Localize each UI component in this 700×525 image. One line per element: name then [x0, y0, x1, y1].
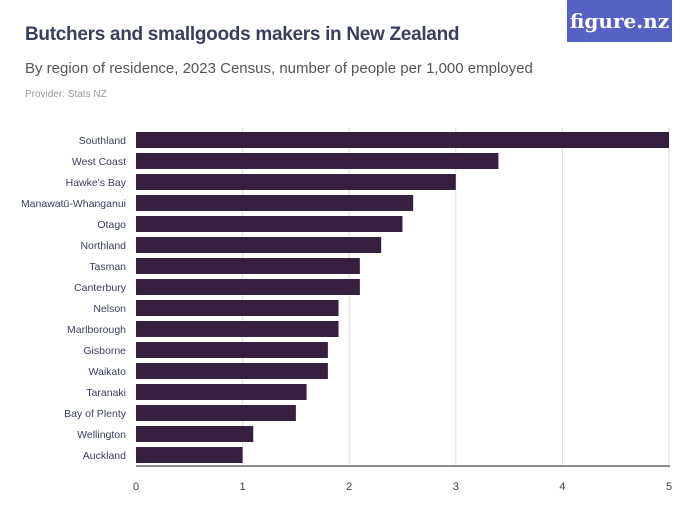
bar — [136, 279, 360, 295]
bar — [136, 216, 403, 232]
category-label: Southland — [79, 135, 126, 147]
category-label: Canterbury — [74, 282, 127, 294]
bar — [136, 174, 456, 190]
bar — [136, 258, 360, 274]
category-label: Tasman — [89, 261, 126, 273]
provider-label: Provider: Stats NZ — [25, 89, 107, 100]
x-tick-label: 2 — [346, 481, 352, 493]
category-label: Waikato — [88, 366, 126, 378]
x-tick-label: 0 — [133, 481, 139, 493]
bar — [136, 342, 328, 358]
category-label: Hawke's Bay — [66, 177, 127, 189]
category-label: Auckland — [83, 450, 126, 462]
category-label: Gisborne — [83, 345, 126, 357]
bar — [136, 426, 254, 442]
category-label: Manawatū-Whanganui — [21, 198, 126, 210]
category-label: Marlborough — [67, 324, 126, 336]
bar — [136, 153, 499, 169]
x-tick-label: 4 — [559, 481, 565, 493]
category-label: Northland — [80, 240, 126, 252]
page-title: Butchers and smallgoods makers in New Ze… — [25, 24, 460, 45]
category-label: Nelson — [93, 303, 126, 315]
category-label: Wellington — [77, 429, 126, 441]
category-label: Bay of Plenty — [64, 408, 127, 420]
bar — [136, 237, 382, 253]
bar — [136, 300, 339, 316]
bar — [136, 363, 328, 379]
x-tick-label: 3 — [453, 481, 459, 493]
page-subtitle: By region of residence, 2023 Census, num… — [25, 60, 533, 77]
bar — [136, 405, 296, 421]
bar — [136, 321, 339, 337]
category-label: Otago — [97, 219, 126, 231]
category-label: West Coast — [72, 156, 126, 168]
bar — [136, 447, 243, 463]
category-label: Taranaki — [86, 387, 126, 399]
bar — [136, 384, 307, 400]
figure-nz-logo[interactable]: figure.nz — [567, 0, 672, 42]
x-tick-label: 1 — [240, 481, 246, 493]
bar — [136, 132, 669, 148]
x-tick-label: 5 — [666, 481, 672, 493]
bar — [136, 195, 414, 211]
